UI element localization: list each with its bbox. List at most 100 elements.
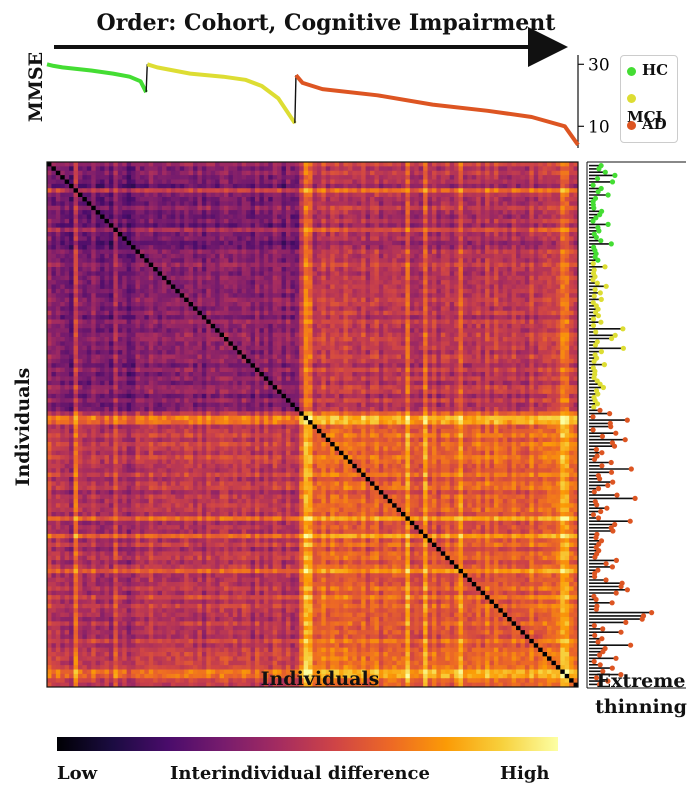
heatmap-cell [564,310,570,316]
mmse-connector [145,64,148,93]
heatmap-cell [449,323,455,329]
heatmap-cell [126,197,132,202]
heatmap-cell [60,166,66,172]
heatmap-cell [51,201,57,207]
heatmap-cell [254,205,260,211]
heatmap-cell [480,253,486,259]
heatmap-cell [224,245,229,250]
heatmap-cell [175,319,181,325]
heatmap-cell [387,179,393,185]
heatmap-cell [131,183,136,189]
heatmap-cell [219,201,225,207]
heatmap-cell [47,192,52,198]
heatmap-cell [215,253,220,259]
heatmap-cell [82,262,88,268]
heatmap-cell [224,293,229,299]
heatmap-cell [476,275,482,281]
heatmap-cell [489,205,495,211]
heatmap-cell [533,170,539,176]
heatmap-cell [458,323,464,329]
heatmap-cell [334,280,340,285]
heatmap-cell [471,227,477,233]
heatmap-cell [188,236,194,242]
heatmap-cell [312,297,318,303]
heatmap-cell [511,302,517,307]
heatmap-cell [573,192,579,198]
heatmap-cell [458,258,464,264]
heatmap-cell [507,288,513,294]
heatmap-cell [542,258,548,264]
heatmap-cell [303,192,309,198]
heatmap-cell [272,280,278,285]
heatmap-cell [193,323,198,329]
heatmap-cell [330,293,336,299]
heatmap-cell [294,332,300,338]
heatmap-cell [569,306,574,312]
heatmap-cell [316,328,322,334]
heatmap-cell [268,297,274,303]
heatmap-cell [51,267,57,272]
heatmap-cell [542,249,548,255]
heatmap-cell [104,197,110,202]
heatmap-cell [139,214,145,220]
heatmap-cell [224,284,229,290]
heatmap-cell [91,236,97,242]
heatmap-cell [538,245,543,250]
heatmap-cell [162,328,167,334]
heatmap-cell [108,170,114,176]
heatmap-cell [343,179,349,185]
heatmap-cell [449,315,455,320]
heatmap-cell [117,175,123,180]
heatmap-cell [374,183,380,189]
heatmap-cell [374,297,380,303]
heatmap-cell [498,166,504,172]
heatmap-cell [201,223,207,229]
heatmap-cell [533,319,539,325]
heatmap-cell [431,205,437,211]
heatmap-cell [91,232,97,237]
heatmap-cell [555,262,561,268]
heatmap-cell [352,175,358,180]
heatmap-cell [86,170,92,176]
heatmap-cell [175,245,181,250]
heatmap-cell [215,297,220,303]
heatmap-cell [533,315,539,320]
heatmap-cell [343,201,349,207]
heatmap-cell [471,284,477,290]
heatmap-cell [312,262,318,268]
heatmap-cell [551,310,557,316]
heatmap-cell [343,271,349,277]
heatmap-cell [471,332,477,338]
heatmap-cell [281,293,287,299]
heatmap-cell [325,275,331,281]
heatmap-cell [201,319,207,325]
heatmap-cell [210,328,216,334]
heatmap-cell [139,166,145,172]
heatmap-cell [303,306,309,312]
heatmap-cell [117,162,123,167]
heatmap-cell [241,210,247,215]
heatmap-cell [493,183,499,189]
heatmap-cell [47,253,52,259]
heatmap-cell [431,223,437,229]
heatmap-cell [135,319,141,325]
heatmap-cell [370,315,375,320]
heatmap-cell [201,162,207,167]
heatmap-cell [347,332,353,338]
heatmap-cell [206,319,212,325]
heatmap-cell [290,262,296,268]
heatmap-cell [551,192,557,198]
heatmap-cell [268,201,274,207]
heatmap-cell [263,166,269,172]
heatmap-cell [401,337,406,342]
heatmap-cell [241,319,247,325]
heatmap-cell [547,302,552,307]
heatmap-cell [294,201,300,207]
heatmap-cell [285,210,291,215]
heatmap-cell [569,170,574,176]
heatmap-cell [219,323,225,329]
heatmap-cell [77,197,83,202]
heatmap-cell [290,328,296,334]
heatmap-cell [100,249,105,255]
heatmap-cell [316,183,322,189]
